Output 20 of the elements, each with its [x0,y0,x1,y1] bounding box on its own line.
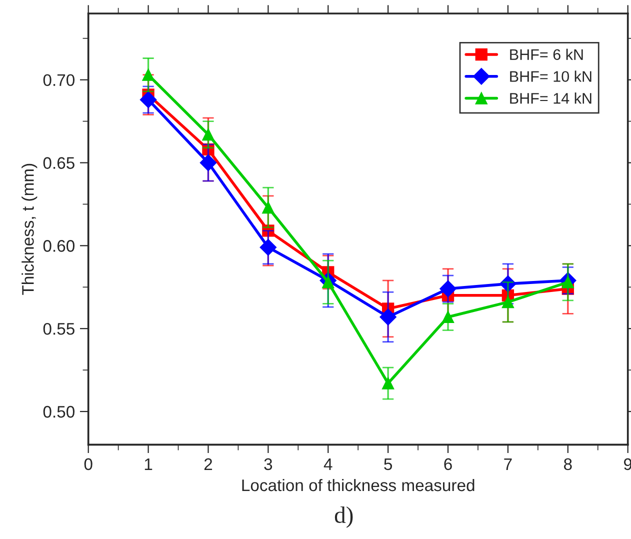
x-tick-label: 7 [504,458,512,470]
x-tick-label: 1 [144,458,152,470]
y-tick-label: 0.50 [43,406,74,418]
x-tick-label: 8 [564,458,572,470]
x-tick-label: 3 [264,458,272,470]
legend-label: BHF= 14 kN [510,92,592,104]
y-axis-title: Thickness, t (mm) [22,164,38,295]
x-tick-label: 0 [84,458,92,470]
x-tick-label: 5 [384,458,392,470]
x-tick-label: 4 [324,458,332,470]
y-tick-label: 0.55 [43,322,74,335]
x-tick-label: 2 [204,458,212,470]
y-tick-label: 0.65 [43,157,74,169]
text: d) [334,506,353,528]
x-axis-title: Location of thickness measured [242,478,474,492]
legend-label: BHF= 6 kN [510,48,583,60]
y-tick-label: 0.70 [43,74,74,86]
legend-label: BHF= 10 kN [510,70,592,82]
y-tick-label: 0.60 [43,240,74,252]
x-tick-label: 6 [444,458,452,470]
